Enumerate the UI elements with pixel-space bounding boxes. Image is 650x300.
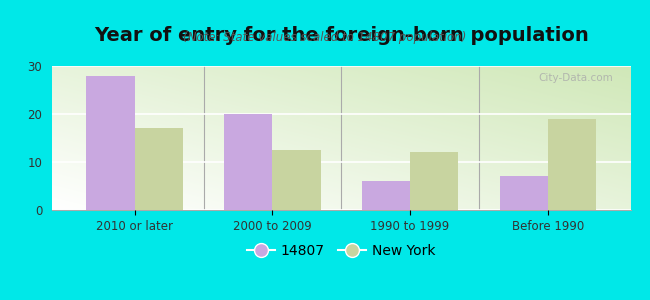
Bar — [410, 152, 458, 210]
Bar — [86, 76, 135, 210]
Bar — [224, 114, 272, 210]
Bar — [135, 128, 183, 210]
Legend: 14807, New York: 14807, New York — [242, 238, 441, 263]
Bar — [272, 150, 320, 210]
Text: (Note: State values scaled to 14807 population): (Note: State values scaled to 14807 popu… — [183, 32, 467, 44]
Text: City-Data.com: City-Data.com — [538, 73, 613, 83]
Bar — [548, 119, 596, 210]
Title: Year of entry for the foreign-born population: Year of entry for the foreign-born popul… — [94, 26, 589, 45]
Bar — [500, 176, 548, 210]
Bar — [362, 181, 410, 210]
